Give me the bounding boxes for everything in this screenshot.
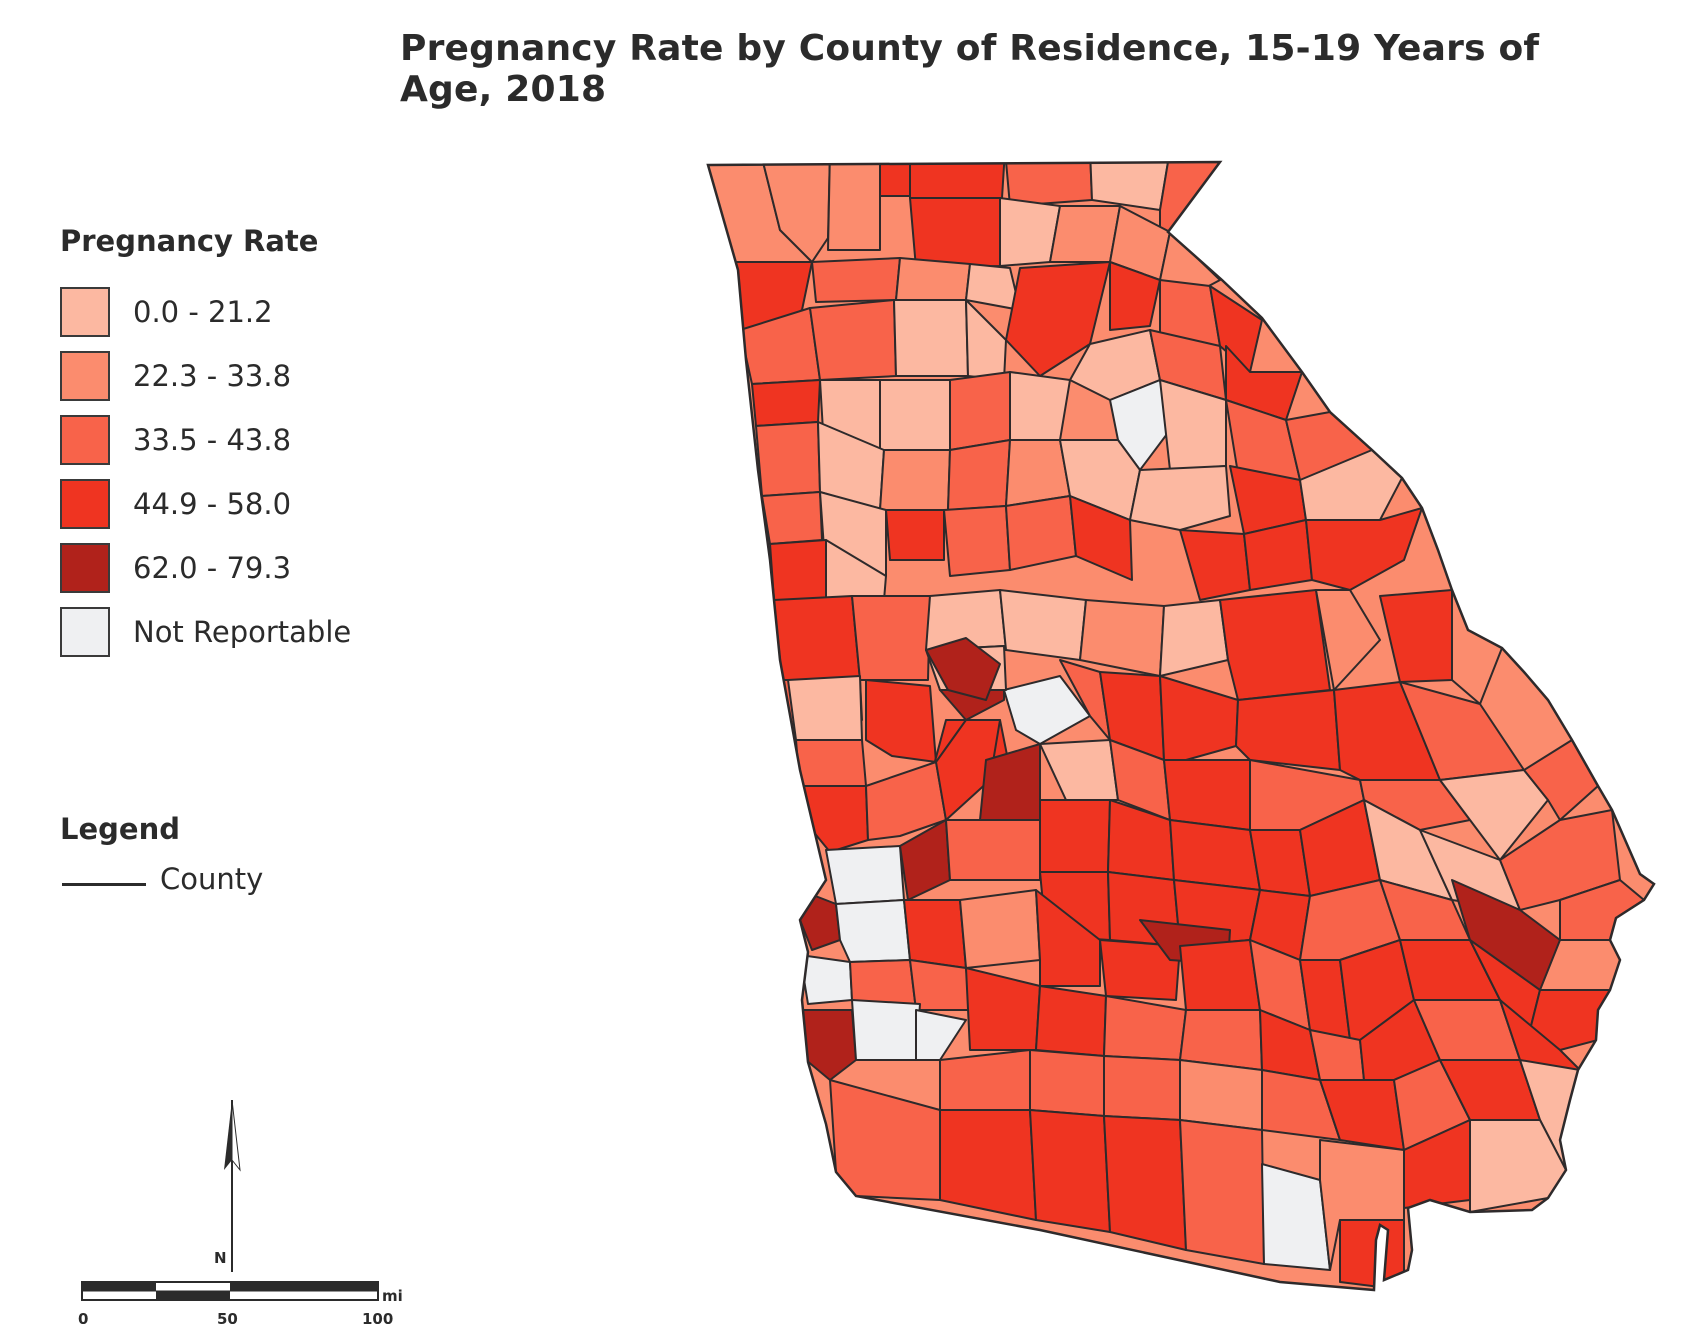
county-region [865,761,947,841]
county-region [925,637,1001,701]
county-region [1299,449,1403,521]
county-region [1523,739,1599,821]
county-region [935,719,1001,821]
county-region [1035,889,1101,987]
legend-label: 44.9 - 58.0 [133,487,292,521]
legend-label: 0.0 - 21.2 [133,295,273,329]
legend-swatch [60,287,110,337]
scale-tick-0: 0 [78,1310,88,1328]
scale-unit: mi [382,1287,403,1305]
legend-swatch [60,607,110,657]
county-region [1529,989,1611,1051]
county-line-symbol [62,883,146,886]
county-line-label: County [160,862,264,896]
county-region [1129,465,1231,531]
county-region [851,595,931,681]
county-region [1235,689,1341,771]
county-region [1225,345,1303,421]
map-title: Pregnancy Rate by County of Residence, 1… [400,28,1540,110]
legend-swatch [60,415,110,465]
legend-label: 62.0 - 79.3 [133,551,292,585]
county-region [1003,675,1091,745]
legend-swatch [60,479,110,529]
county-region [829,1079,941,1201]
north-arrow-label: N [214,1249,227,1267]
county-region [885,509,945,561]
legend-item-class-4: 44.9 - 58.0 [60,479,420,533]
legend-item-class-3: 33.5 - 43.8 [60,415,420,469]
legend-item-not-reportable: Not Reportable [60,607,420,661]
legend-item-class-5: 62.0 - 79.3 [60,543,420,597]
county-region [1109,261,1161,331]
county-region [865,679,937,763]
legend-section-title: Legend [60,812,180,846]
county-region [1359,779,1471,831]
legend-item-class-1: 0.0 - 21.2 [60,287,420,341]
legend-label: 33.5 - 43.8 [133,423,292,457]
legend-label: 22.3 - 33.8 [133,359,292,393]
scale-tick-100: 100 [362,1310,393,1328]
county-region [1159,675,1239,761]
north-arrow-icon [224,1099,241,1272]
legend-title: Pregnancy Rate [60,224,319,258]
scale-tick-50: 50 [217,1310,238,1328]
county-region [759,162,831,263]
scale-bar [81,1281,379,1301]
legend-label: Not Reportable [133,615,352,649]
legend-swatch [60,351,110,401]
county-region [1109,379,1171,471]
county-region [1439,769,1549,861]
county-region [1305,507,1423,591]
county-region [1005,261,1111,377]
county-region [1099,939,1181,1001]
county-region [827,162,881,251]
county-region [1315,589,1381,691]
county-region [1069,495,1133,581]
legend-swatch [60,543,110,593]
legend-item-class-2: 22.3 - 33.8 [60,351,420,405]
